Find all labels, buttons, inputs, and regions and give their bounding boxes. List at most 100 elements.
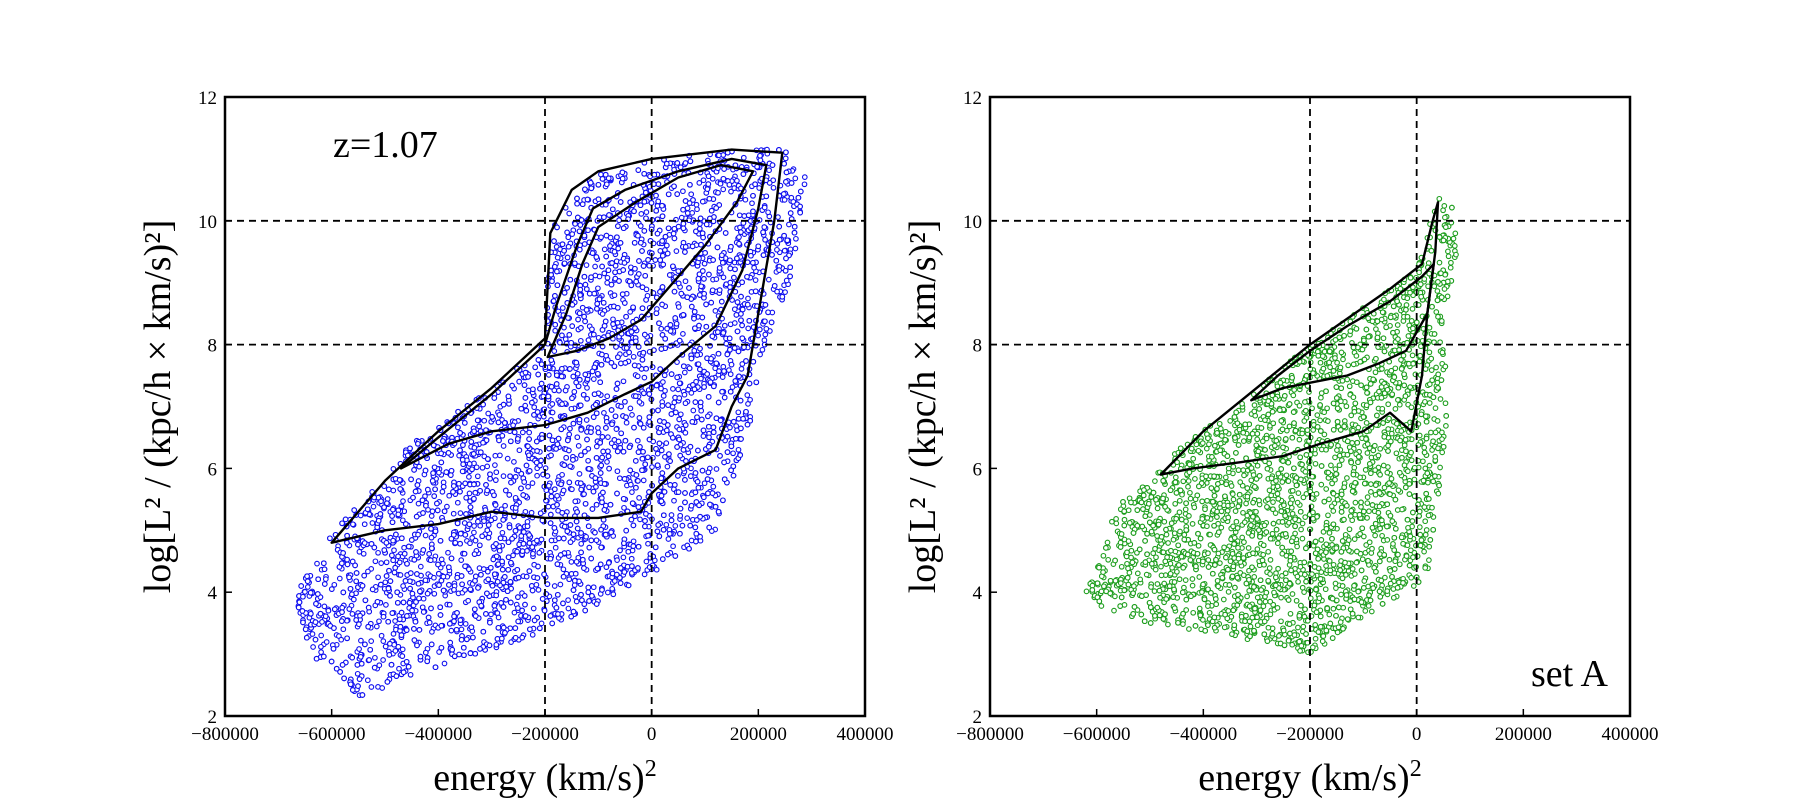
scatter-point	[662, 387, 668, 394]
scatter-point	[481, 518, 487, 524]
scatter-point	[552, 293, 558, 299]
scatter-point	[571, 388, 578, 395]
scatter-point	[559, 305, 566, 311]
scatter-point	[663, 242, 670, 249]
scatter-point	[434, 507, 441, 514]
scatter-point	[707, 501, 713, 508]
scatter-point	[331, 606, 338, 613]
scatter-point	[458, 626, 465, 633]
scatter-point	[723, 340, 730, 347]
scatter-point	[582, 281, 589, 288]
scatter-point	[664, 551, 671, 558]
scatter-point	[478, 602, 485, 609]
scatter-point	[499, 566, 506, 573]
scatter-point	[512, 527, 519, 534]
scatter-point	[407, 671, 414, 678]
scatter-point	[612, 413, 619, 420]
scatter-point	[583, 533, 589, 540]
scatter-point	[693, 517, 700, 523]
scatter-point	[631, 239, 638, 246]
scatter-point	[677, 411, 684, 418]
scatter-point	[611, 292, 618, 299]
scatter-point	[447, 639, 454, 646]
scatter-point	[607, 501, 614, 508]
scatter-point	[739, 322, 745, 329]
scatter-point	[728, 443, 735, 450]
scatter-point	[437, 604, 444, 611]
scatter-point	[649, 464, 655, 470]
scatter-point	[573, 558, 580, 565]
scatter-point	[639, 284, 646, 291]
scatter-point	[521, 382, 528, 388]
scatter-point	[484, 527, 491, 534]
scatter-point	[668, 411, 675, 417]
scatter-point	[443, 469, 450, 475]
scatter-point	[714, 329, 721, 335]
scatter-point	[493, 641, 500, 648]
scatter-point	[605, 434, 611, 440]
scatter-point	[797, 209, 804, 216]
scatter-point	[589, 326, 595, 333]
scatter-point	[585, 457, 591, 464]
scatter-point	[383, 539, 390, 546]
scatter-point	[771, 283, 778, 289]
scatter-point	[572, 498, 579, 505]
scatter-point	[538, 536, 545, 543]
scatter-point	[699, 467, 706, 474]
scatter-point	[451, 613, 457, 620]
scatter-point	[682, 422, 689, 428]
scatter-point	[637, 239, 644, 246]
scatter-point	[330, 645, 337, 652]
scatter-point	[438, 450, 444, 457]
scatter-point	[659, 403, 666, 409]
scatter-point	[745, 325, 752, 332]
scatter-point	[627, 309, 634, 315]
scatter-point	[390, 631, 397, 637]
scatter-point	[385, 618, 392, 625]
scatter-point	[782, 267, 789, 274]
scatter-point	[568, 405, 575, 412]
scatter-point	[637, 202, 644, 209]
scatter-point	[502, 487, 509, 494]
scatter-point	[535, 587, 542, 593]
scatter-point	[472, 489, 479, 496]
scatter-point	[404, 560, 410, 567]
scatter-point	[781, 160, 787, 167]
scatter-point	[666, 272, 673, 278]
scatter-point	[592, 475, 599, 481]
scatter-point	[549, 437, 556, 444]
scatter-point	[719, 259, 726, 266]
scatter-point	[359, 692, 366, 698]
scatter-point	[639, 305, 646, 312]
scatter-point	[523, 462, 530, 469]
scatter-point	[594, 305, 600, 312]
scatter-point	[658, 325, 665, 332]
scatter-point	[625, 548, 632, 555]
scatter-point	[485, 522, 492, 528]
scatter-point	[646, 391, 653, 397]
scatter-point	[536, 625, 543, 632]
scatter-point	[651, 171, 658, 178]
scatter-point	[746, 380, 753, 387]
scatter-point	[738, 425, 744, 432]
scatter-point	[414, 482, 421, 488]
scatter-point	[597, 561, 604, 568]
scatter-point	[339, 520, 345, 527]
scatter-point	[630, 543, 637, 549]
scatter-point	[528, 509, 535, 516]
scatter-point	[296, 599, 303, 606]
scatter-point	[403, 658, 410, 665]
scatter-point	[699, 198, 706, 205]
scatter-point	[787, 273, 793, 280]
scatter-point	[791, 223, 798, 230]
scatter-point	[693, 530, 700, 537]
scatter-point	[738, 317, 744, 324]
scatter-point	[397, 623, 404, 630]
scatter-point	[706, 524, 713, 531]
scatter-point	[485, 534, 492, 541]
scatter-point	[386, 652, 393, 658]
scatter-point	[455, 424, 461, 431]
scatter-point	[727, 279, 734, 286]
scatter-point	[551, 348, 558, 354]
scatter-point	[568, 559, 575, 565]
